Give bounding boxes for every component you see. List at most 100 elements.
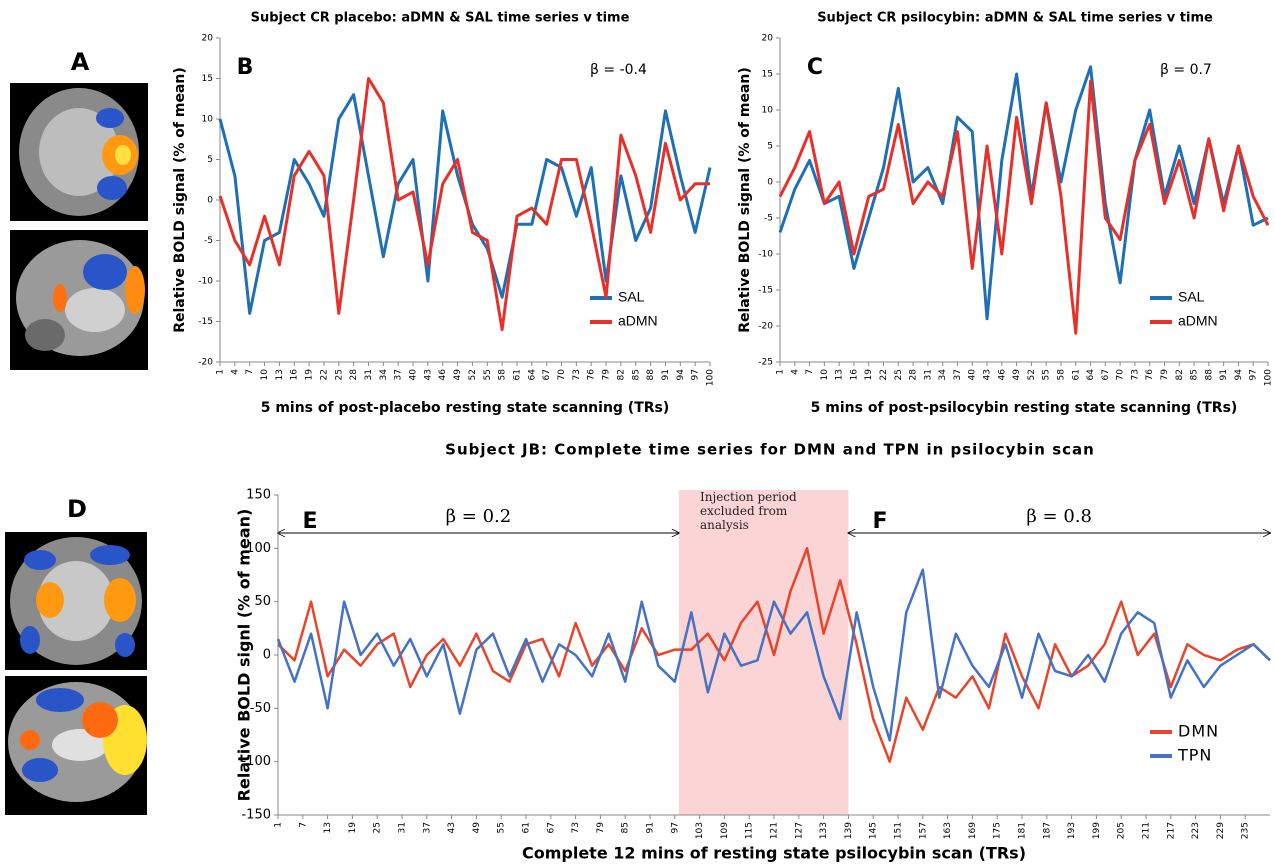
x-tick-label: 94 <box>1234 369 1244 381</box>
x-tick-label: 217 <box>1166 822 1176 839</box>
x-tick-label: 43 <box>423 369 433 380</box>
x-tick-label: 169 <box>968 822 978 839</box>
x-tick-label: 163 <box>943 822 953 839</box>
y-tick-label: -5 <box>764 214 773 224</box>
y-tick-label: -5 <box>204 236 213 246</box>
y-tick-label: 20 <box>202 34 214 44</box>
x-tick-label: 76 <box>1145 369 1155 381</box>
x-tick-label: 37 <box>422 822 432 833</box>
series-line <box>218 93 712 315</box>
x-tick-label: 145 <box>869 822 879 839</box>
legend-label: aDMN <box>618 313 658 329</box>
y-tick-label: 50 <box>254 594 271 609</box>
x-tick-label: 79 <box>1160 369 1170 381</box>
y-tick-label: 150 <box>246 488 271 503</box>
x-tick-label: 40 <box>968 369 978 381</box>
y-tick-label: -25 <box>758 358 773 368</box>
x-tick-label: 13 <box>835 369 845 380</box>
x-tick-label: 46 <box>997 369 1007 381</box>
x-tick-label: 10 <box>820 369 830 381</box>
legend-label: SAL <box>618 289 645 305</box>
y-tick-label: 5 <box>767 142 773 152</box>
x-tick-label: 58 <box>1056 369 1066 381</box>
x-tick-label: 4 <box>790 369 800 375</box>
x-tick-label: 28 <box>349 369 359 381</box>
x-tick-label: 31 <box>923 369 933 380</box>
x-tick-label: 97 <box>670 822 680 833</box>
panel-label: E <box>302 509 317 534</box>
x-tick-label: 61 <box>512 369 522 380</box>
x-tick-label: 64 <box>1086 369 1096 381</box>
x-tick-label: 193 <box>1067 822 1077 839</box>
x-tick-label: 16 <box>290 369 300 381</box>
x-tick-label: 97 <box>691 369 701 380</box>
y-tick-label: 10 <box>202 115 214 125</box>
x-axis-label: Complete 12 mins of resting state psiloc… <box>522 844 1026 863</box>
x-tick-label: 43 <box>447 822 457 833</box>
x-tick-label: 49 <box>453 369 463 381</box>
annotation: β = 0.7 <box>1160 62 1212 78</box>
x-tick-label: 127 <box>794 822 804 839</box>
y-axis-label: Relative BOLD signl (% of mean) <box>235 509 254 802</box>
x-tick-label: 133 <box>819 822 829 839</box>
x-tick-label: 25 <box>894 369 904 380</box>
x-tick-label: 19 <box>348 822 358 834</box>
shaded-region-label: Injection period excluded from analysis <box>700 490 797 532</box>
brain-image-a1 <box>10 83 148 221</box>
x-tick-label: 85 <box>631 369 641 380</box>
x-tick-label: 100 <box>1264 369 1274 386</box>
annotation: β = 0.8 <box>1026 506 1092 527</box>
x-tick-label: 55 <box>483 369 493 380</box>
y-tick-label: -20 <box>758 322 773 332</box>
y-tick-label: 15 <box>202 74 213 84</box>
x-tick-label: 235 <box>1241 822 1251 839</box>
series-line <box>277 547 1271 763</box>
x-tick-label: 88 <box>646 369 656 381</box>
x-tick-label: 67 <box>1101 369 1111 380</box>
series-line <box>778 65 1269 321</box>
y-tick-label: -100 <box>241 754 271 769</box>
x-tick-label: 1 <box>274 822 284 828</box>
x-tick-label: 7 <box>298 822 308 828</box>
x-tick-label: 49 <box>1012 369 1022 381</box>
annotation: β = -0.4 <box>590 62 647 78</box>
x-tick-label: 91 <box>1219 369 1229 380</box>
x-tick-label: 55 <box>1042 369 1052 380</box>
x-tick-label: 19 <box>305 369 315 381</box>
x-axis-label: 5 mins of post-placebo resting state sca… <box>261 400 670 416</box>
chart-title: Subject JB: Complete time series for DMN… <box>445 441 1095 459</box>
y-tick-label: 0 <box>263 648 271 663</box>
panel-label: A <box>71 48 90 76</box>
y-axis-label: Relative BOLD signal (% of mean) <box>737 67 753 333</box>
x-axis-label: 5 mins of post-psilocybin resting state … <box>811 400 1238 416</box>
x-tick-label: 22 <box>319 369 329 380</box>
x-tick-label: 10 <box>260 369 270 381</box>
x-tick-label: 82 <box>616 369 626 380</box>
panel-label: D <box>67 495 87 523</box>
x-tick-label: 100 <box>706 369 716 386</box>
x-tick-label: 175 <box>993 822 1003 839</box>
y-tick-label: 5 <box>207 155 213 165</box>
x-tick-label: 19 <box>864 369 874 381</box>
x-tick-label: 73 <box>1130 369 1140 380</box>
x-tick-label: 76 <box>587 369 597 381</box>
x-tick-label: 91 <box>661 369 671 380</box>
x-tick-label: 58 <box>498 369 508 381</box>
x-tick-label: 67 <box>546 822 556 833</box>
x-tick-label: 37 <box>394 369 404 380</box>
x-tick-label: 211 <box>1142 822 1152 839</box>
y-axis-label: Relative BOLD signal (% of mean) <box>172 67 188 333</box>
y-tick-label: -150 <box>241 808 271 823</box>
x-tick-label: 97 <box>1249 369 1259 380</box>
x-tick-label: 205 <box>1117 822 1127 839</box>
y-tick-label: 100 <box>246 541 271 556</box>
x-tick-label: 121 <box>770 822 780 839</box>
y-tick-label: -10 <box>758 250 773 260</box>
x-tick-label: 82 <box>1175 369 1185 380</box>
y-tick-label: -50 <box>250 701 271 716</box>
x-tick-label: 79 <box>602 369 612 381</box>
y-tick-label: 20 <box>762 34 774 44</box>
x-tick-label: 61 <box>522 822 532 833</box>
legend-label: aDMN <box>1178 313 1218 329</box>
